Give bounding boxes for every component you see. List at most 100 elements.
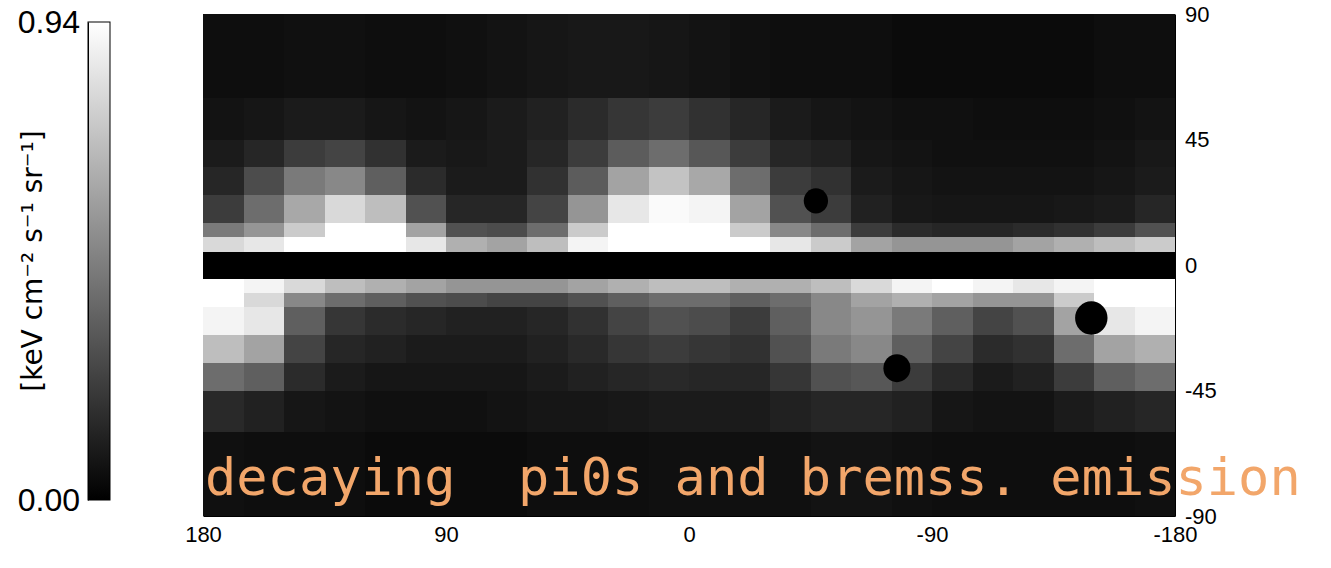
heatmap-cell <box>770 223 811 237</box>
heatmap-cell <box>406 223 447 237</box>
heatmap-cell <box>730 223 771 237</box>
heatmap-cell <box>325 391 366 433</box>
masked-source <box>804 188 828 213</box>
heatmap-cell <box>203 279 244 293</box>
heatmap-cell <box>284 14 325 98</box>
heatmap-cell <box>406 391 447 433</box>
heatmap-cell <box>568 237 609 251</box>
heatmap-cell <box>1013 307 1054 335</box>
heatmap-cell <box>1094 391 1135 433</box>
heatmap-cell <box>568 363 609 391</box>
masked-source <box>1075 301 1107 334</box>
heatmap-cell <box>851 223 892 237</box>
heatmap-cell <box>770 14 811 98</box>
heatmap-cell <box>608 307 649 335</box>
heatmap-cell <box>689 335 730 363</box>
heatmap-cell <box>244 279 285 293</box>
heatmap-cell <box>527 363 568 391</box>
heatmap-cell <box>203 14 244 98</box>
heatmap-cell <box>365 140 406 168</box>
heatmap-cell <box>406 14 447 98</box>
heatmap-cell <box>932 195 973 223</box>
heatmap-cell <box>406 335 447 363</box>
heatmap-cell <box>689 307 730 335</box>
heatmap-cell <box>1135 140 1176 168</box>
heatmap-cell <box>365 293 406 307</box>
heatmap-cell <box>892 14 933 98</box>
colorbar-tick-label: 0.00 <box>18 482 80 518</box>
heatmap-cell <box>406 237 447 251</box>
heatmap-cell <box>527 167 568 195</box>
heatmap-cell <box>689 391 730 433</box>
heatmap-cell <box>608 195 649 223</box>
heatmap-cell <box>973 14 1014 98</box>
sky-map <box>203 14 1175 516</box>
heatmap-cell <box>649 195 690 223</box>
heatmap-cell <box>730 279 771 293</box>
heatmap-cell <box>1135 167 1176 195</box>
heatmap-cell <box>851 98 892 140</box>
heatmap-cell <box>892 293 933 307</box>
heatmap-cell <box>770 237 811 251</box>
heatmap-cell <box>932 223 973 237</box>
heatmap-cell <box>446 293 487 307</box>
heatmap-cell <box>203 140 244 168</box>
heatmap-cell <box>892 391 933 433</box>
heatmap-cell <box>244 293 285 307</box>
heatmap-cell <box>1013 14 1054 98</box>
heatmap-cell <box>203 307 244 335</box>
heatmap-cell <box>608 98 649 140</box>
heatmap-cell <box>527 279 568 293</box>
heatmap-cell <box>446 307 487 335</box>
heatmap-cell <box>568 391 609 433</box>
heatmap-cell <box>649 223 690 237</box>
heatmap-cell <box>325 293 366 307</box>
heatmap-cell <box>244 167 285 195</box>
heatmap-cell <box>730 140 771 168</box>
heatmap-cell <box>1135 391 1176 433</box>
heatmap-cell <box>244 140 285 168</box>
heatmap-cell <box>973 363 1014 391</box>
heatmap-cell <box>284 307 325 335</box>
heatmap-cell <box>203 391 244 433</box>
heatmap-cell <box>325 363 366 391</box>
x-tick: 90 <box>434 516 458 547</box>
heatmap-cell <box>446 363 487 391</box>
heatmap-cell <box>487 195 528 223</box>
heatmap-cell <box>689 140 730 168</box>
heatmap-cell <box>608 14 649 98</box>
heatmap-cell <box>932 14 973 98</box>
colorbar-tick: 0.00 <box>18 482 88 518</box>
heatmap-cell <box>1135 335 1176 363</box>
y-tick: 90 <box>1175 2 1209 27</box>
heatmap-cell <box>527 293 568 307</box>
heatmap-cell <box>811 307 852 335</box>
heatmap-cell <box>973 335 1014 363</box>
x-tick-label: 0 <box>683 522 695 547</box>
heatmap-cell <box>770 293 811 307</box>
heatmap-cell <box>568 293 609 307</box>
heatmap-cell <box>487 279 528 293</box>
heatmap-cell <box>203 237 244 251</box>
heatmap-cell <box>244 98 285 140</box>
y-tick-label: 45 <box>1185 127 1209 152</box>
heatmap-cell <box>1135 307 1176 335</box>
heatmap-cell <box>608 237 649 251</box>
heatmap-cell <box>446 167 487 195</box>
heatmap-cell <box>892 279 933 293</box>
heatmap-cell <box>649 237 690 251</box>
heatmap-cell <box>527 307 568 335</box>
heatmap-cell <box>1054 335 1095 363</box>
heatmap-cell <box>608 279 649 293</box>
heatmap-cell <box>1054 140 1095 168</box>
heatmap-cell <box>487 307 528 335</box>
heatmap-cell <box>1013 140 1054 168</box>
heatmap-cell <box>284 167 325 195</box>
x-tick: 180 <box>185 516 222 547</box>
heatmap-cell <box>770 307 811 335</box>
heatmap-cell <box>973 98 1014 140</box>
masked-source <box>883 354 910 382</box>
heatmap-cell <box>365 98 406 140</box>
heatmap-cell <box>487 293 528 307</box>
heatmap-cell <box>1135 14 1176 98</box>
